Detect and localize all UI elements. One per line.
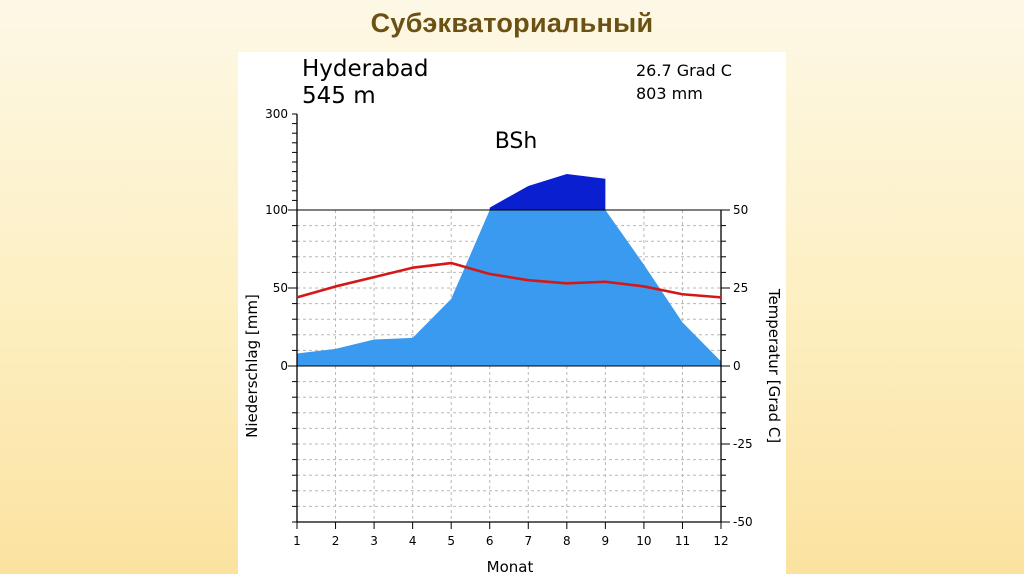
slide-title: Субэкваториальный <box>370 8 654 38</box>
left-tick-label: 0 <box>280 359 288 373</box>
right-tick-label: -25 <box>733 437 753 451</box>
right-tick-label: 0 <box>733 359 741 373</box>
climate-class: BSh <box>495 129 538 154</box>
right-tick-label: 50 <box>733 203 748 217</box>
annual-precipitation: 803 mm <box>636 84 703 103</box>
station-elevation: 545 m <box>302 83 376 109</box>
x-tick-label: 7 <box>524 534 532 548</box>
left-tick-label: 50 <box>273 281 288 295</box>
x-tick-label: 12 <box>713 534 728 548</box>
annual-temperature: 26.7 Grad C <box>636 61 732 80</box>
climate-chart: 0 50 100 300 50 25 0 -25 -50 1 2 3 4 5 6 7 8 9 10 11 12 Hyde… <box>238 52 786 574</box>
x-tick-label: 11 <box>675 534 690 548</box>
x-tick-label: 10 <box>636 534 651 548</box>
precipitation-excess-area <box>489 174 606 210</box>
x-tick-label: 8 <box>563 534 571 548</box>
x-tick-label: 3 <box>370 534 378 548</box>
x-tick-label: 6 <box>486 534 494 548</box>
x-tick-label: 1 <box>293 534 301 548</box>
left-tick-label: 100 <box>265 203 288 217</box>
temperature-line <box>296 261 722 299</box>
precipitation-area <box>297 210 721 366</box>
x-tick-label: 2 <box>332 534 340 548</box>
x-tick-label: 4 <box>409 534 417 548</box>
x-axis-label: Monat <box>487 558 534 574</box>
x-tick-label: 9 <box>602 534 610 548</box>
station-name: Hyderabad <box>302 56 429 82</box>
x-tick-label: 5 <box>447 534 455 548</box>
y-axis-right-label: Temperatur [Grad C] <box>765 288 783 443</box>
right-tick-label: 25 <box>733 281 748 295</box>
right-tick-label: -50 <box>733 515 753 529</box>
left-tick-label: 300 <box>265 107 288 121</box>
y-axis-left-label: Niederschlag [mm] <box>243 294 261 438</box>
